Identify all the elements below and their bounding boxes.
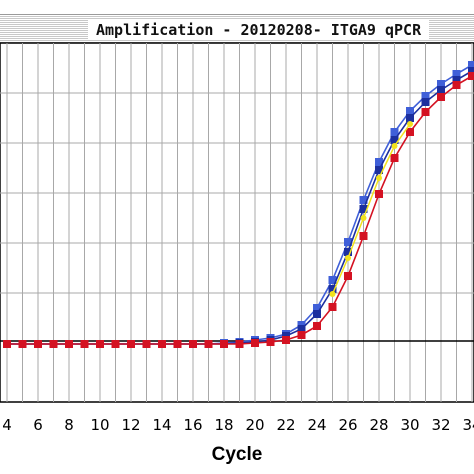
plot-area: [0, 42, 474, 403]
data-point-red[interactable]: [158, 340, 166, 348]
data-point-blue[interactable]: [452, 70, 461, 78]
series-yellow[interactable]: [329, 121, 414, 297]
data-point-red[interactable]: [437, 93, 445, 101]
data-point-yellow[interactable]: [345, 255, 351, 261]
data-point-yellow[interactable]: [376, 175, 382, 181]
data-point-red[interactable]: [204, 340, 213, 348]
x-tick-label: 18: [214, 416, 233, 434]
data-point-blue[interactable]: [313, 304, 321, 312]
x-tick-label: 24: [307, 416, 326, 434]
data-point-blue[interactable]: [468, 61, 474, 69]
data-point-navy[interactable]: [452, 76, 461, 84]
data-point-red[interactable]: [220, 340, 228, 348]
data-point-yellow[interactable]: [391, 143, 398, 149]
data-point-blue[interactable]: [344, 238, 352, 246]
x-tick-label: 4: [2, 416, 12, 434]
x-axis-label: Cycle: [211, 444, 263, 465]
data-point-navy[interactable]: [297, 325, 306, 333]
data-point-navy[interactable]: [421, 98, 430, 106]
data-point-red[interactable]: [313, 322, 321, 330]
x-tick-label: 30: [400, 416, 419, 434]
data-point-navy[interactable]: [313, 310, 321, 318]
data-point-red[interactable]: [173, 340, 182, 348]
data-point-red[interactable]: [452, 81, 461, 89]
data-point-blue[interactable]: [406, 107, 414, 115]
data-point-navy[interactable]: [437, 86, 445, 94]
data-point-red[interactable]: [282, 336, 290, 344]
data-point-navy[interactable]: [328, 285, 337, 293]
data-point-red[interactable]: [189, 340, 197, 348]
x-tick-label: 20: [245, 416, 264, 434]
x-tick-label: 16: [183, 416, 202, 434]
data-point-red[interactable]: [111, 340, 120, 348]
data-point-red[interactable]: [80, 340, 89, 348]
data-point-navy[interactable]: [390, 136, 399, 144]
data-point-navy[interactable]: [375, 166, 383, 174]
window-title: Amplification - 20120208- ITGA9 qPCR: [88, 20, 430, 40]
data-point-navy[interactable]: [359, 205, 368, 213]
x-tick-label: 26: [338, 416, 357, 434]
data-point-red[interactable]: [468, 72, 474, 80]
x-tick-label: 32: [431, 416, 450, 434]
x-tick-label: 22: [276, 416, 295, 434]
data-point-red[interactable]: [251, 339, 259, 347]
series-red[interactable]: [3, 58, 474, 348]
data-point-blue[interactable]: [421, 92, 430, 100]
data-point-red[interactable]: [406, 128, 414, 136]
x-tick-labels: 4 6 8 10 12 14 16 18 20 22 24 26 28 30 32 34: [2, 416, 474, 434]
data-point-blue[interactable]: [390, 128, 399, 136]
data-point-red[interactable]: [328, 303, 337, 311]
data-point-yellow[interactable]: [360, 215, 367, 221]
data-point-yellow[interactable]: [407, 121, 413, 127]
data-point-blue[interactable]: [375, 158, 383, 166]
x-tick-label: 10: [90, 416, 109, 434]
x-tick-label: 34: [462, 416, 474, 434]
series-layer: [3, 58, 474, 348]
data-point-blue[interactable]: [359, 196, 368, 204]
data-point-red[interactable]: [34, 340, 42, 348]
x-tick-label: 6: [33, 416, 43, 434]
data-point-red[interactable]: [3, 340, 11, 348]
data-point-blue[interactable]: [437, 80, 445, 88]
data-point-red[interactable]: [266, 338, 275, 346]
x-tick-label: 8: [64, 416, 74, 434]
data-point-red[interactable]: [390, 154, 399, 162]
window-titlebar[interactable]: Amplification - 20120208- ITGA9 qPCR: [0, 14, 474, 44]
data-point-red[interactable]: [65, 340, 73, 348]
x-tick-label: 14: [152, 416, 171, 434]
data-point-navy[interactable]: [344, 248, 352, 256]
data-point-red[interactable]: [49, 340, 58, 348]
data-point-navy[interactable]: [468, 67, 474, 75]
data-point-red[interactable]: [235, 340, 244, 348]
data-point-navy[interactable]: [406, 114, 414, 122]
data-point-red[interactable]: [96, 340, 104, 348]
data-point-red[interactable]: [359, 232, 368, 240]
data-point-yellow[interactable]: [329, 291, 336, 297]
data-point-red[interactable]: [142, 340, 151, 348]
series-line-yellow: [331, 123, 411, 295]
data-point-red[interactable]: [127, 340, 135, 348]
x-tick-label: 28: [369, 416, 388, 434]
data-point-red[interactable]: [344, 272, 352, 280]
data-point-red[interactable]: [18, 340, 27, 348]
data-point-blue[interactable]: [328, 276, 337, 284]
x-tick-label: 12: [121, 416, 140, 434]
data-point-red[interactable]: [421, 108, 430, 116]
data-point-red[interactable]: [375, 190, 383, 198]
data-point-red[interactable]: [297, 331, 306, 339]
